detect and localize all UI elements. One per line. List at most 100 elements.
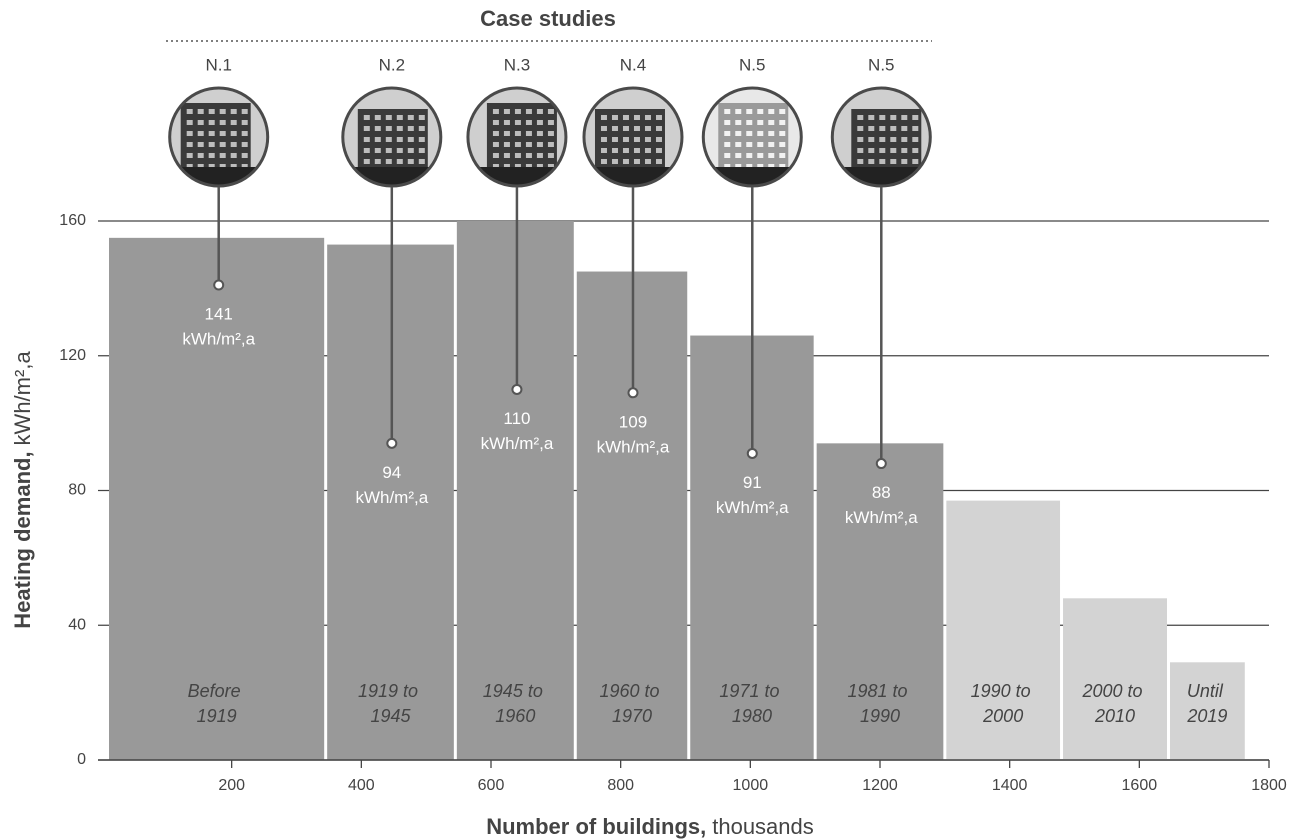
photo-window [208, 120, 215, 125]
category-line: 2000 to [1081, 681, 1147, 701]
photo-window [374, 159, 381, 164]
unit-label: kWh/m²,a [597, 437, 670, 456]
photo-window [418, 115, 425, 120]
photo-window [655, 181, 662, 185]
photo-window [735, 142, 742, 147]
case-photo [466, 86, 568, 188]
photo-window [186, 109, 193, 114]
photo-frame [701, 86, 803, 188]
photo-window [241, 120, 248, 125]
photo-window [208, 164, 215, 169]
value-label: 91 [743, 473, 762, 492]
photo-window [525, 164, 532, 169]
photo-window [890, 137, 897, 142]
photo-window [514, 164, 521, 169]
photo-window [779, 120, 786, 125]
photo-window [901, 115, 908, 120]
photo-window [219, 131, 226, 136]
photo-window [644, 137, 651, 142]
pin-dot [511, 383, 523, 395]
photo-window [197, 153, 204, 158]
photo-window [385, 126, 392, 131]
bar [1063, 598, 1168, 760]
x-tick-label: 1800 [1251, 777, 1287, 794]
photo-window [890, 159, 897, 164]
photo-window [857, 159, 864, 164]
category-label: 1960 to 1970 [599, 681, 664, 726]
photo-window [363, 126, 370, 131]
photo-window [901, 137, 908, 142]
photo-frame [168, 86, 270, 188]
pin-dot [386, 437, 398, 449]
case-photo [168, 86, 270, 188]
photo-window [912, 148, 919, 153]
photo-window [407, 159, 414, 164]
photo-window [525, 142, 532, 147]
photo-window [735, 164, 742, 169]
photo-window [779, 142, 786, 147]
category-line: 1990 to [971, 681, 1036, 701]
photo-window [536, 164, 543, 169]
photo-window [547, 109, 554, 114]
photo-window [241, 153, 248, 158]
photo-window [503, 164, 510, 169]
photo-window [600, 126, 607, 131]
photo-window [746, 120, 753, 125]
photo-window [363, 115, 370, 120]
photo-window [374, 115, 381, 120]
photo-window [186, 164, 193, 169]
photo-window [757, 142, 764, 147]
photo-window [492, 120, 499, 125]
photo-window [492, 109, 499, 114]
photo-window [536, 109, 543, 114]
photo-window [611, 159, 618, 164]
photo-window [525, 153, 532, 158]
category-line: 1960 to [599, 681, 664, 701]
photo-window [492, 164, 499, 169]
photo-window [385, 137, 392, 142]
photo-window [363, 137, 370, 142]
photo-window [514, 109, 521, 114]
photo-window [186, 120, 193, 125]
photo-window [197, 120, 204, 125]
photo-window [768, 109, 775, 114]
photo-window [757, 131, 764, 136]
photo-window [868, 137, 875, 142]
photo-window [525, 109, 532, 114]
photo-window [219, 120, 226, 125]
photo-window [746, 164, 753, 169]
photo-window [724, 142, 731, 147]
category-line: Until [1187, 681, 1228, 701]
photo-window [186, 142, 193, 147]
category-line: 1990 [860, 706, 900, 726]
photo-window [912, 137, 919, 142]
category-label: Until 2019 [1186, 681, 1228, 726]
photo-window [396, 137, 403, 142]
photo-window [396, 159, 403, 164]
unit-label: kWh/m²,a [355, 488, 428, 507]
category-line: 1981 to [847, 681, 912, 701]
photo-window [600, 137, 607, 142]
photo [170, 89, 267, 185]
photo-window [779, 109, 786, 114]
bar [816, 443, 944, 760]
x-tick-label: 200 [218, 777, 245, 794]
unit-label: kWh/m²,a [845, 508, 918, 527]
photo-window [868, 126, 875, 131]
case-label: N.5 [868, 55, 894, 74]
photo-window [912, 159, 919, 164]
photo-window [503, 142, 510, 147]
photo-window [633, 159, 640, 164]
value-label: 110 [503, 409, 530, 428]
photo-window [901, 126, 908, 131]
photo-window [197, 109, 204, 114]
photo-window [622, 126, 629, 131]
photo-window [779, 164, 786, 169]
photo-window [385, 115, 392, 120]
x-tick-label: 1400 [992, 777, 1028, 794]
photo-window [547, 153, 554, 158]
case-studies-title: Case studies [480, 6, 616, 31]
photo-window [514, 131, 521, 136]
photo-window [219, 153, 226, 158]
